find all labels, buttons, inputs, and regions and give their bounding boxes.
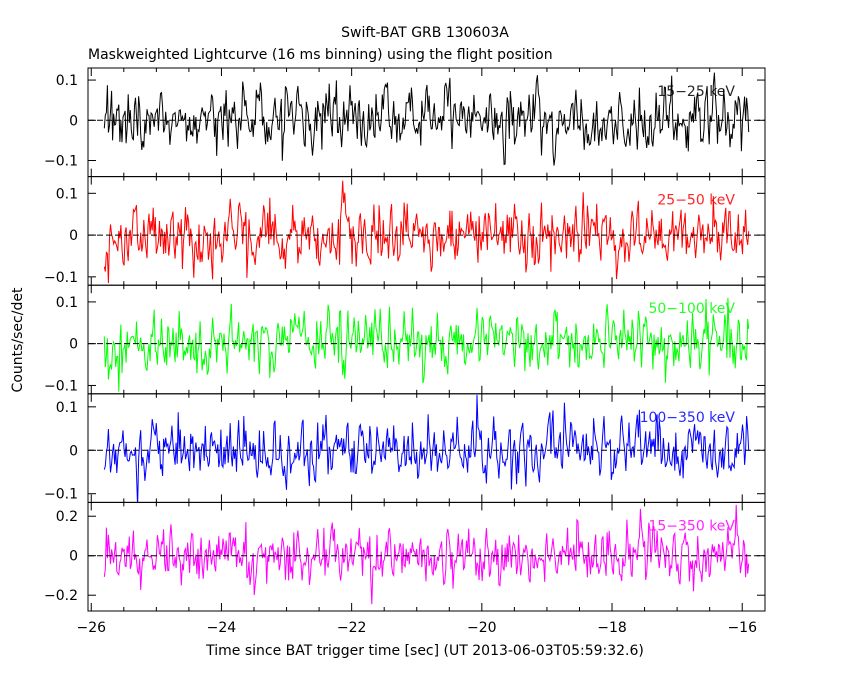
panel-3: −0.1 0 0.1 50−100 keV bbox=[44, 284, 766, 394]
panel-1: −0.1 0 0.1 15−25 keV bbox=[44, 67, 766, 178]
band-label: 25−50 keV bbox=[657, 193, 735, 209]
panel-4: −0.1 0 0.1 100−350 keV bbox=[44, 393, 766, 503]
y-tick-label: 0.1 bbox=[56, 186, 78, 202]
band-label: 50−100 keV bbox=[648, 301, 735, 317]
series-line-3 bbox=[103, 297, 750, 392]
series-line-5 bbox=[103, 504, 750, 605]
panel-frame bbox=[87, 501, 766, 612]
band-label: 15−25 keV bbox=[657, 84, 735, 100]
y-tick-label: −0.2 bbox=[44, 588, 78, 604]
y-tick-label: 0 bbox=[69, 337, 78, 353]
y-tick-label: 0.1 bbox=[56, 295, 78, 311]
x-tick-label: −26 bbox=[76, 620, 106, 636]
series-line-4 bbox=[103, 394, 750, 503]
y-tick-label: 0.1 bbox=[56, 73, 78, 89]
panels-layer: −0.1 0 0.1 15−25 keV −0.1 0 0.1 25−50 keV −0.1 0 0… bbox=[44, 67, 766, 612]
y-tick-label: 0.2 bbox=[56, 509, 78, 525]
series-line-2 bbox=[103, 180, 750, 284]
x-tick-label: −16 bbox=[727, 620, 757, 636]
y-tick-label: −0.1 bbox=[44, 154, 78, 170]
y-tick-label: 0 bbox=[69, 228, 78, 244]
chart-title: Swift-BAT GRB 130603A bbox=[341, 25, 509, 41]
x-axis-label: Time since BAT trigger time [sec] (UT 20… bbox=[205, 643, 644, 659]
band-label: 100−350 keV bbox=[640, 410, 736, 426]
x-tick-label: −18 bbox=[597, 620, 627, 636]
y-tick-label: 0 bbox=[69, 443, 78, 459]
y-tick-label: −0.1 bbox=[44, 378, 78, 394]
chart-subtitle: Maskweighted Lightcurve (16 ms binning) … bbox=[88, 47, 553, 63]
x-tick-label: −24 bbox=[207, 620, 237, 636]
panel-5: −0.2 0 0.2 15−350 keV bbox=[44, 501, 766, 612]
y-tick-label: 0.1 bbox=[56, 400, 78, 416]
series-line-1 bbox=[103, 72, 750, 166]
panel-2: −0.1 0 0.1 25−50 keV bbox=[44, 176, 766, 286]
x-axis: −26 −24 −22 −20 −18 −16 bbox=[76, 620, 757, 636]
x-tick-label: −22 bbox=[337, 620, 367, 636]
y-axis-label: Counts/sec/det bbox=[10, 287, 26, 392]
y-tick-label: 0 bbox=[69, 113, 78, 129]
x-tick-label: −20 bbox=[467, 620, 497, 636]
y-tick-label: −0.1 bbox=[44, 270, 78, 286]
band-label: 15−350 keV bbox=[648, 518, 735, 534]
y-tick-label: 0 bbox=[69, 549, 78, 565]
y-tick-label: −0.1 bbox=[44, 487, 78, 503]
